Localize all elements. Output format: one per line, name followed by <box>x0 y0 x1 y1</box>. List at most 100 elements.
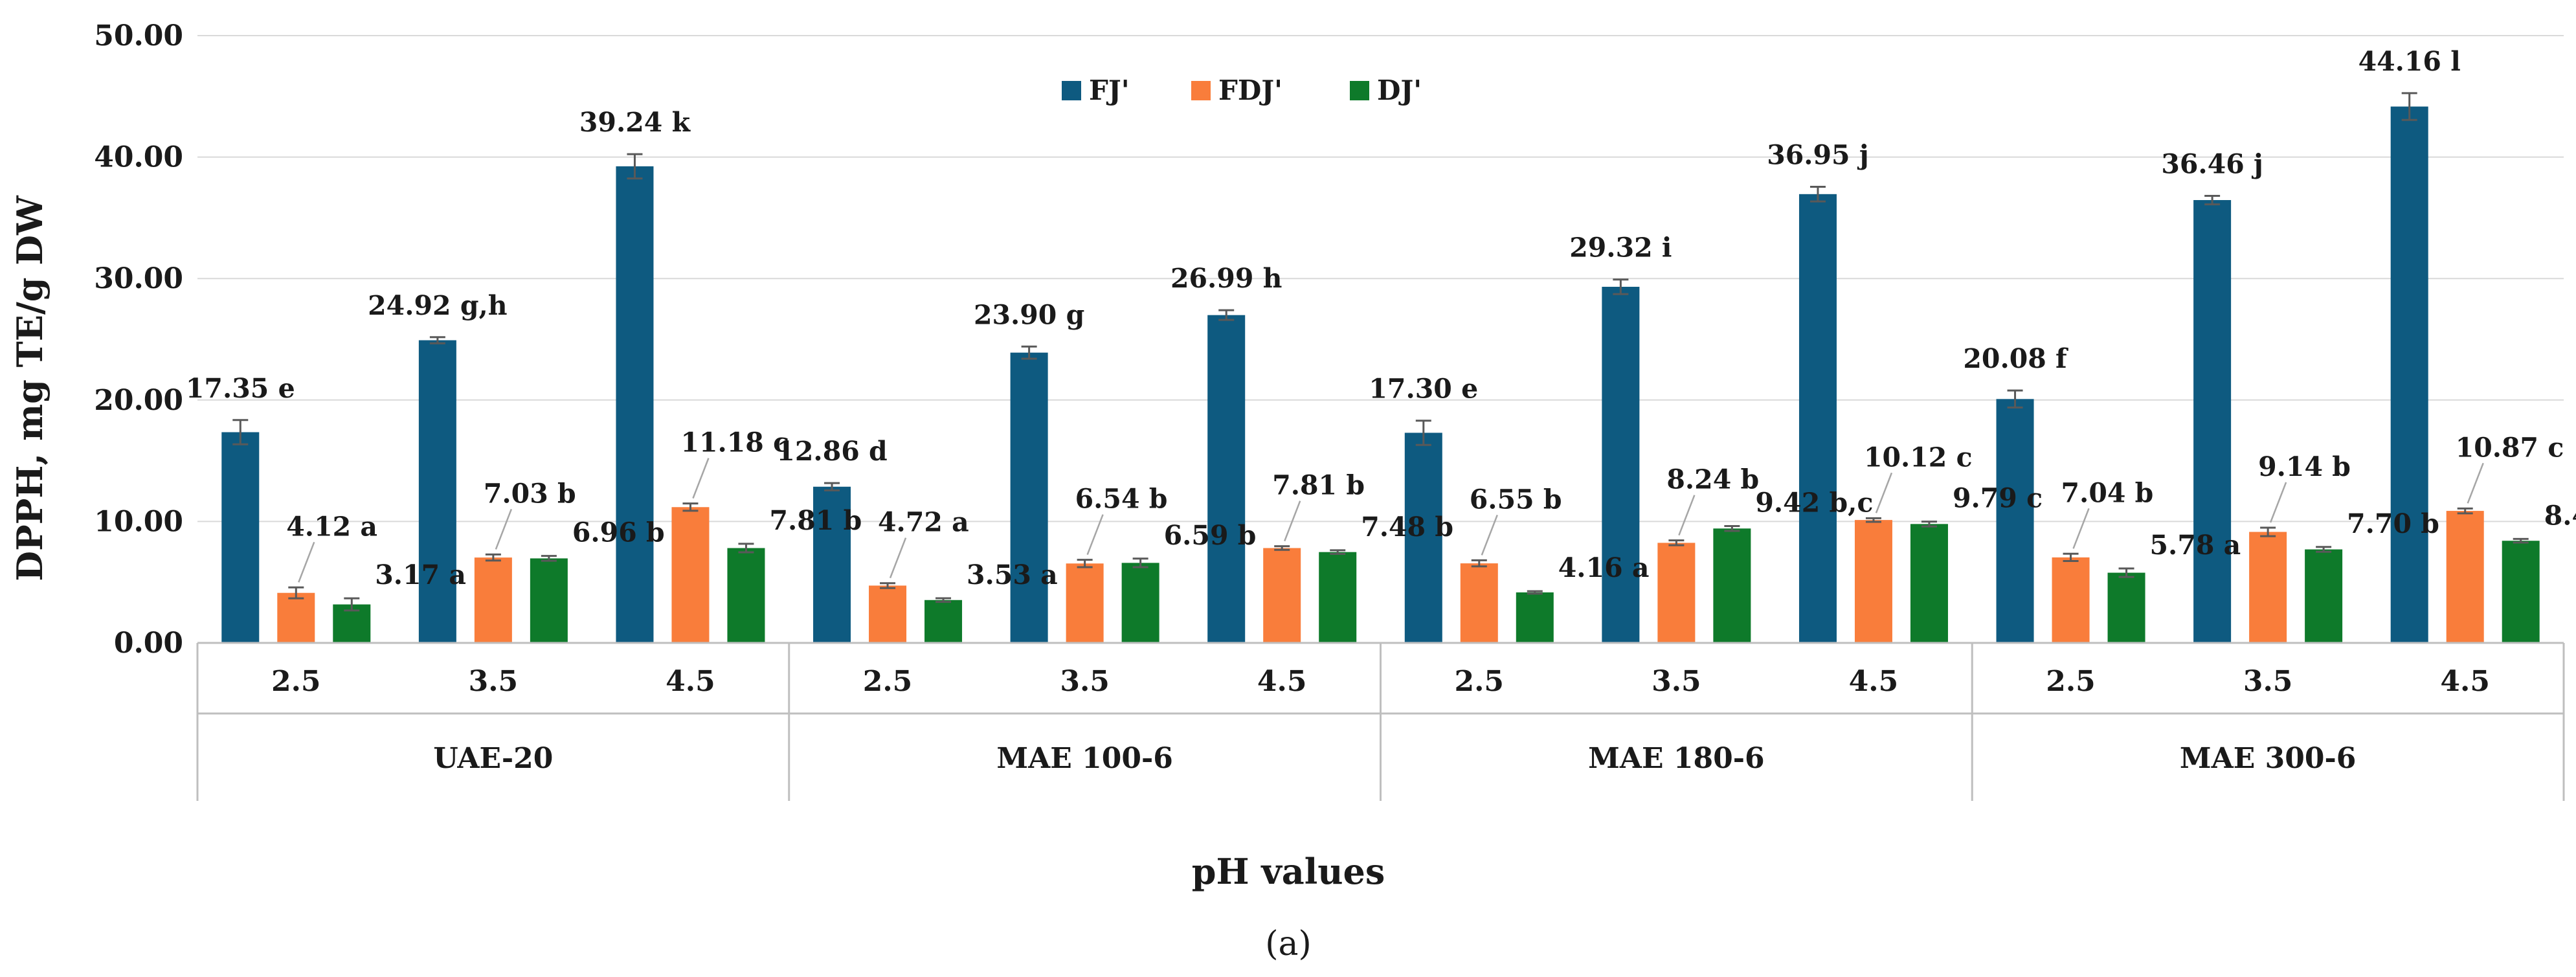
figure-caption: (a) <box>1265 925 1312 963</box>
data-label: 24.92 g,h <box>368 290 507 321</box>
data-label: 3.53 a <box>967 559 1058 590</box>
data-label: 6.96 b <box>572 517 665 548</box>
data-label: 8.41 b <box>2544 500 2576 531</box>
group-label: UAE-20 <box>433 742 553 775</box>
bar-FJ-8 <box>1798 194 1837 643</box>
bar-DJ-9 <box>2107 572 2145 643</box>
bar-FJ-9 <box>1996 399 2034 643</box>
bar-FJ-4 <box>1010 352 1048 643</box>
x-axis-title: pH values <box>1192 851 1385 892</box>
leader-line <box>2072 508 2090 549</box>
data-label: 26.99 h <box>1170 263 1282 294</box>
x-tick-label: 3.5 <box>469 665 519 698</box>
data-label: 7.70 b <box>2347 508 2439 539</box>
data-label: 7.81 b <box>769 505 862 536</box>
data-label: 39.24 k <box>579 107 691 138</box>
bar-FDJ-6 <box>1460 563 1498 643</box>
data-label: 4.72 a <box>878 507 969 538</box>
error-bars <box>232 92 2529 612</box>
gridlines <box>197 35 2564 522</box>
legend-swatch <box>1350 81 1369 100</box>
bar-FDJ-8 <box>1854 520 1892 643</box>
bar-FJ-1 <box>418 340 456 643</box>
legend-swatch <box>1062 81 1081 100</box>
leader-line <box>1678 495 1696 536</box>
x-tick-label: 4.5 <box>1849 665 1899 698</box>
bar-FDJ-0 <box>277 592 315 643</box>
bar-FDJ-9 <box>2052 557 2090 643</box>
leader-line <box>1481 514 1498 556</box>
bar-FDJ-2 <box>671 507 710 643</box>
data-label: 17.35 e <box>186 373 295 404</box>
bar-FJ-10 <box>2193 200 2232 644</box>
x-tick-label: 3.5 <box>2243 665 2293 698</box>
x-tick-label: 4.5 <box>2440 665 2490 698</box>
legend-label: FJ' <box>1089 74 1130 106</box>
data-label: 9.14 b <box>2258 451 2351 482</box>
y-tick-label: 40.00 <box>94 141 183 174</box>
bar-DJ-5 <box>1319 552 1357 643</box>
leader-line <box>2269 482 2287 523</box>
x-tick-label: 2.5 <box>863 665 913 698</box>
data-label: 10.87 c <box>2456 432 2564 463</box>
data-label: 44.16 l <box>2358 46 2461 77</box>
data-label: 6.59 b <box>1164 520 1257 551</box>
data-label: 8.24 b <box>1666 464 1759 495</box>
bar-FDJ-10 <box>2249 532 2287 643</box>
bar-FDJ-1 <box>474 557 512 643</box>
bar-FDJ-3 <box>869 585 907 643</box>
legend[interactable]: FJ' FDJ' DJ' <box>1062 74 1422 106</box>
leader-line <box>1284 500 1301 542</box>
bar-FDJ-7 <box>1657 543 1696 643</box>
leader-line <box>298 541 315 583</box>
group-label: MAE 100-6 <box>996 742 1172 775</box>
leader-lines <box>298 458 2484 583</box>
x-tick-label: 2.5 <box>1455 665 1505 698</box>
data-labels: 17.35 e 24.92 g,h 39.24 k 12.86 d 23.90 g 26.… <box>186 46 2576 590</box>
bars <box>221 106 2540 644</box>
data-label: 11.18 c <box>680 427 789 458</box>
x-tick-label: 2.5 <box>271 665 321 698</box>
bar-FDJ-11 <box>2446 511 2484 643</box>
bar-FJ-3 <box>813 486 851 643</box>
y-axis-title: DPPH, mg TE/g DW <box>9 195 50 581</box>
data-label: 23.90 g <box>974 299 1084 330</box>
bar-FDJ-4 <box>1066 563 1104 643</box>
x-tick-label: 4.5 <box>666 665 715 698</box>
y-tick-label: 30.00 <box>94 262 183 295</box>
bar-FJ-11 <box>2390 106 2428 643</box>
data-label: 6.54 b <box>1075 484 1168 515</box>
data-label: 5.78 a <box>2150 530 2241 561</box>
y-tick-label: 0.00 <box>114 627 183 660</box>
x-tick-label: 2.5 <box>2046 665 2096 698</box>
bar-DJ-8 <box>1910 524 1948 643</box>
data-label: 9.79 c <box>1953 483 2043 514</box>
data-label: 7.04 b <box>2061 477 2154 508</box>
data-label: 7.48 b <box>1361 511 1453 543</box>
bar-DJ-3 <box>924 600 963 643</box>
axes: 0.00 10.00 20.00 30.00 40.00 50.00 2.5 3.5 4.5 UA… <box>94 19 2565 801</box>
data-label: 36.46 j <box>2161 148 2263 179</box>
bar-FJ-0 <box>221 432 260 643</box>
bar-DJ-7 <box>1713 528 1751 643</box>
bar-DJ-10 <box>2305 549 2343 643</box>
y-tick-label: 20.00 <box>94 384 183 417</box>
leader-line <box>1086 514 1104 556</box>
y-tick-label: 10.00 <box>94 505 183 538</box>
data-label: 36.95 j <box>1767 140 1869 171</box>
data-label: 20.08 f <box>1963 343 2068 374</box>
data-label: 29.32 i <box>1569 232 1672 264</box>
leader-line <box>1875 472 1893 513</box>
x-tick-label: 4.5 <box>1257 665 1307 698</box>
leader-line <box>889 537 907 579</box>
legend-swatch <box>1191 81 1211 100</box>
bar-DJ-6 <box>1516 592 1554 643</box>
bar-FJ-6 <box>1404 432 1442 643</box>
data-label: 3.17 a <box>375 559 466 590</box>
data-label: 10.12 c <box>1864 442 1973 473</box>
data-label: 4.12 a <box>286 511 377 542</box>
y-tick-label: 50.00 <box>94 19 183 52</box>
data-label: 6.55 b <box>1470 484 1562 515</box>
bar-FJ-5 <box>1207 315 1246 643</box>
